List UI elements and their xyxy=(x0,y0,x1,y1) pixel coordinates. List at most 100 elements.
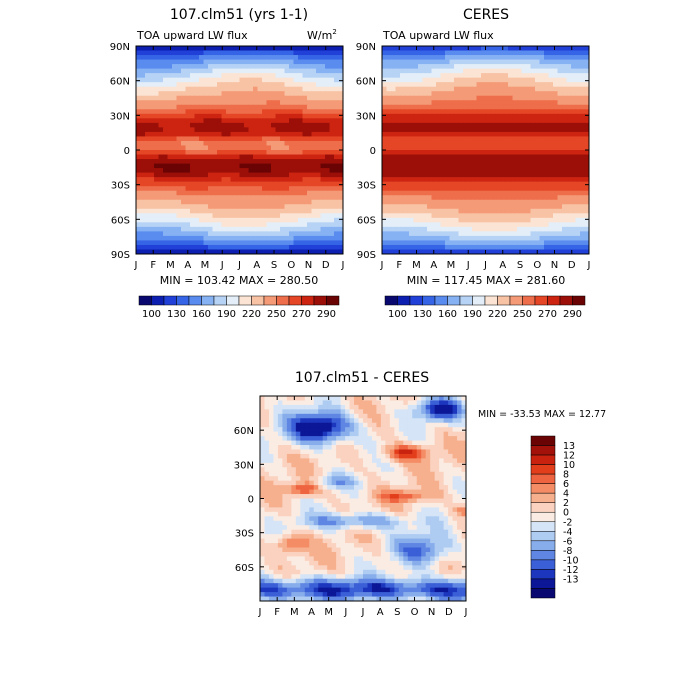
heatmap-cell xyxy=(334,235,340,242)
heatmap-cell xyxy=(280,46,286,52)
heatmap-cell xyxy=(280,127,286,133)
heatmap-cell xyxy=(302,231,308,237)
heatmap-cell xyxy=(490,50,496,56)
heatmap-cell xyxy=(221,204,227,210)
heatmap-cell xyxy=(413,104,419,110)
y-tick-label: 60N xyxy=(356,77,376,88)
heatmap-cell xyxy=(190,104,196,110)
heatmap-cell xyxy=(262,46,268,52)
heatmap-cell xyxy=(298,204,304,210)
heatmap-cell xyxy=(149,77,155,83)
heatmap-cell xyxy=(163,82,169,88)
heatmap-cell xyxy=(530,154,536,160)
heatmap-cell xyxy=(199,122,205,128)
heatmap-cell xyxy=(140,208,146,214)
heatmap-cell xyxy=(394,409,400,415)
heatmap-cell xyxy=(158,122,164,128)
heatmap-cell xyxy=(575,109,581,115)
heatmap-cell xyxy=(499,222,505,228)
heatmap-cell xyxy=(425,427,431,433)
heatmap-cell xyxy=(445,186,451,192)
heatmap-cell xyxy=(313,436,319,442)
heatmap-cell xyxy=(395,172,401,178)
heatmap-cell xyxy=(334,244,340,251)
heatmap-cell xyxy=(391,91,397,97)
heatmap-cell xyxy=(494,244,500,251)
heatmap-cell xyxy=(431,55,437,61)
heatmap-cell xyxy=(463,226,469,232)
heatmap-cell xyxy=(430,404,436,410)
heatmap-cell xyxy=(544,154,550,160)
heatmap-cell xyxy=(526,163,532,169)
heatmap-cell xyxy=(431,217,437,223)
heatmap-cell xyxy=(212,226,218,232)
heatmap-cell xyxy=(345,418,351,424)
heatmap-cell xyxy=(548,222,554,228)
heatmap-cell xyxy=(203,109,209,115)
heatmap-cell xyxy=(334,222,340,228)
heatmap-cell xyxy=(418,46,424,52)
heatmap-cell xyxy=(302,122,308,128)
heatmap-cell xyxy=(427,136,433,142)
heatmap-cell xyxy=(580,226,586,232)
heatmap-cell xyxy=(307,244,313,251)
heatmap-cell xyxy=(331,396,337,402)
heatmap-cell xyxy=(154,82,160,88)
heatmap-cell xyxy=(338,159,343,165)
heatmap-cell xyxy=(271,77,277,83)
heatmap-cell xyxy=(530,244,536,251)
heatmap-cell xyxy=(457,422,463,428)
heatmap-cell xyxy=(445,131,451,138)
heatmap-cell xyxy=(566,159,572,165)
heatmap-cell xyxy=(391,154,397,160)
heatmap-cell xyxy=(467,64,473,70)
heatmap-cell xyxy=(562,177,568,183)
heatmap-cell xyxy=(320,100,326,106)
heatmap-cell xyxy=(566,177,572,183)
heatmap-cell xyxy=(485,140,491,147)
heatmap-cell xyxy=(275,104,281,110)
heatmap-cell xyxy=(280,177,286,183)
heatmap-cell xyxy=(181,73,187,79)
heatmap-cell xyxy=(349,436,355,442)
heatmap-cell xyxy=(422,163,428,169)
heatmap-cell xyxy=(190,140,196,147)
heatmap-cell xyxy=(307,109,313,115)
heatmap-cell xyxy=(490,244,496,251)
heatmap-cell xyxy=(404,208,410,214)
heatmap-cell xyxy=(557,86,563,92)
heatmap-cell xyxy=(181,195,187,201)
colorbar-label: 250 xyxy=(267,309,286,320)
heatmap-cell xyxy=(535,122,541,128)
heatmap-cell xyxy=(221,168,227,174)
heatmap-cell xyxy=(386,231,392,237)
heatmap-cell xyxy=(334,249,340,254)
heatmap-cell xyxy=(530,131,536,138)
heatmap-cell xyxy=(136,226,142,232)
heatmap-cell xyxy=(149,177,155,183)
heatmap-cell xyxy=(490,64,496,70)
heatmap-cell xyxy=(307,55,313,61)
heatmap-cell xyxy=(431,145,437,151)
heatmap-cell xyxy=(584,190,589,196)
heatmap-cell xyxy=(580,163,586,169)
heatmap-cell xyxy=(427,199,433,205)
heatmap-cell xyxy=(367,440,373,446)
heatmap-cell xyxy=(472,46,478,52)
heatmap-cell xyxy=(199,91,205,97)
heatmap-cell xyxy=(584,163,589,169)
heatmap-cell xyxy=(145,91,151,97)
heatmap-cell xyxy=(566,91,572,97)
heatmap-cell xyxy=(140,226,146,232)
heatmap-cell xyxy=(416,400,422,406)
heatmap-cell xyxy=(230,136,236,142)
heatmap-cell xyxy=(400,163,406,169)
heatmap-cell xyxy=(176,86,182,92)
heatmap-cell xyxy=(544,186,550,192)
heatmap-cell xyxy=(280,195,286,201)
heatmap-cell xyxy=(409,159,415,165)
heatmap-cell xyxy=(194,181,200,187)
heatmap-cell xyxy=(461,404,466,410)
heatmap-cell xyxy=(436,59,442,65)
heatmap-cell xyxy=(217,195,223,201)
